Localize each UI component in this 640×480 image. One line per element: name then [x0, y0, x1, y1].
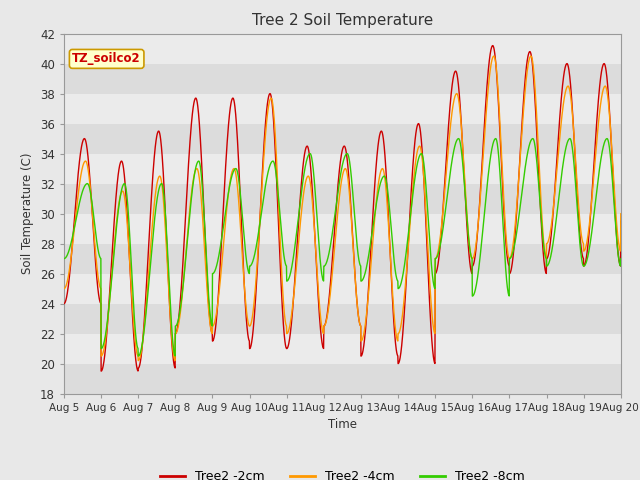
Text: TZ_soilco2: TZ_soilco2 [72, 52, 141, 65]
Bar [64, 154, 621, 183]
Bar [64, 214, 621, 243]
Bar [64, 183, 621, 214]
Bar [64, 274, 621, 303]
Bar [64, 63, 621, 94]
Bar [64, 94, 621, 123]
Bar [64, 303, 621, 334]
Legend: Tree2 -2cm, Tree2 -4cm, Tree2 -8cm: Tree2 -2cm, Tree2 -4cm, Tree2 -8cm [156, 465, 529, 480]
X-axis label: Time: Time [328, 418, 357, 431]
Bar [64, 34, 621, 63]
Y-axis label: Soil Temperature (C): Soil Temperature (C) [21, 153, 35, 275]
Bar [64, 243, 621, 274]
Bar [64, 364, 621, 394]
Bar [64, 334, 621, 364]
Bar [64, 123, 621, 154]
Title: Tree 2 Soil Temperature: Tree 2 Soil Temperature [252, 13, 433, 28]
